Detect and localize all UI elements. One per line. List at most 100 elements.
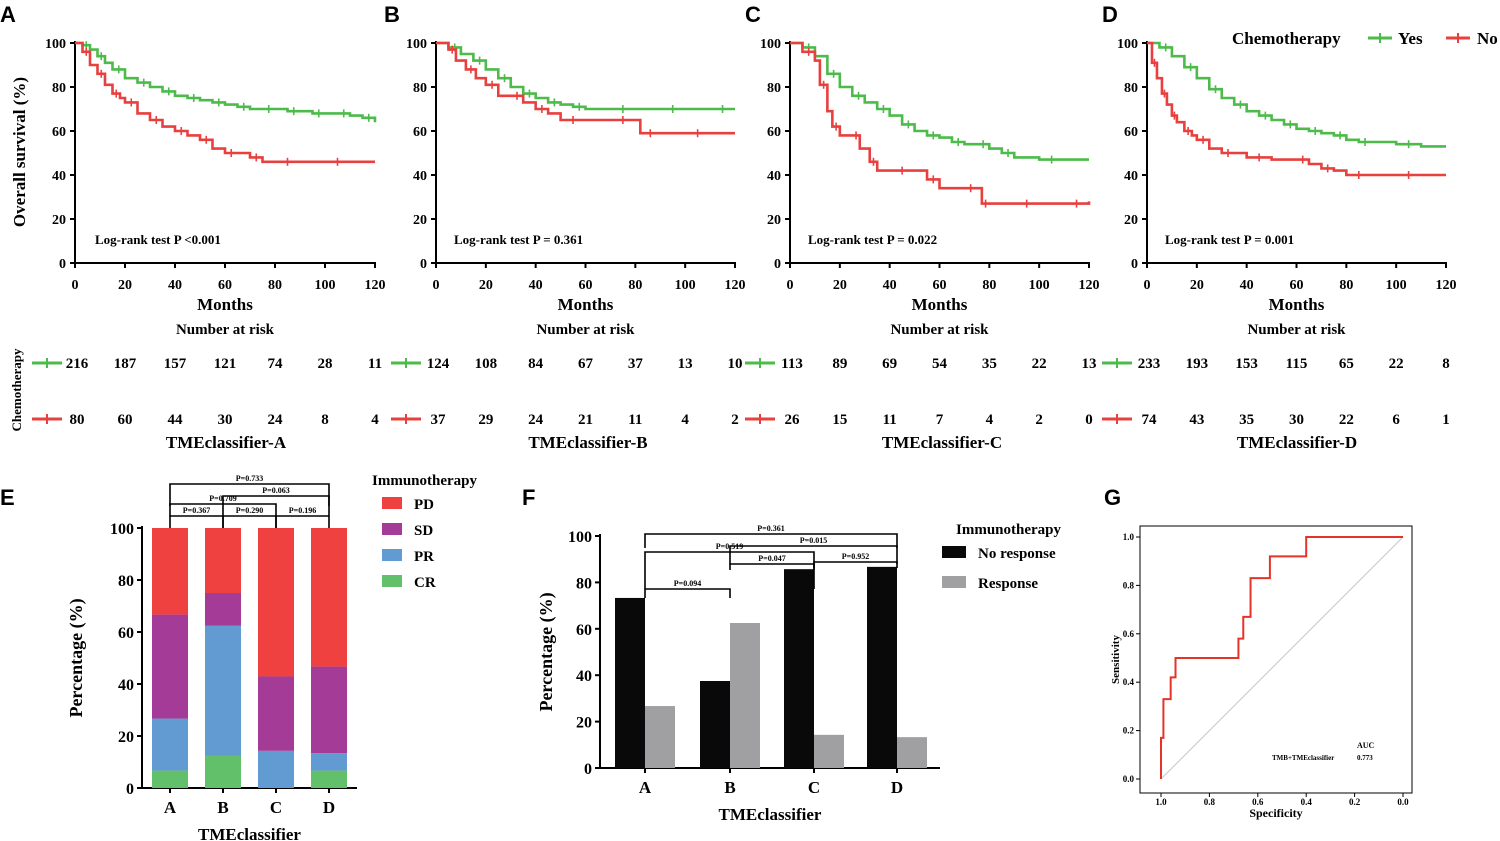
legend-swatch-sd — [382, 523, 402, 535]
risk-count-no-d: 35 — [1239, 412, 1254, 428]
risk-count-yes-b: 67 — [578, 356, 594, 372]
bar-cr-b — [205, 755, 241, 788]
comparison-p-e: P=0.290 — [236, 506, 263, 515]
y-tick-label-f: 20 — [576, 715, 592, 732]
risk-count-no-c: 15 — [832, 412, 847, 428]
risk-count-yes-b: 13 — [678, 356, 693, 372]
bar-no-response-d — [867, 566, 897, 768]
risk-count-yes-b: 124 — [427, 356, 450, 372]
risk-count-yes-d: 22 — [1389, 356, 1404, 372]
x-axis-label-e: TMEclassifier — [198, 825, 301, 841]
risk-count-no-c: 4 — [986, 412, 994, 428]
roc-x-tick-label: 1.0 — [1155, 797, 1167, 807]
roc-y-tick-label: 0.8 — [1123, 580, 1135, 590]
y-tick-label-e: 100 — [110, 521, 134, 538]
y-tick-label-f: 60 — [576, 622, 592, 639]
km-panel-b: B Log-rank test P = 0.361 TMEclassifier-… — [384, 2, 746, 452]
risk-count-no-b: 11 — [628, 412, 642, 428]
y-tick-label-a: 20 — [52, 213, 66, 228]
y-tick-label-e: 40 — [118, 677, 134, 694]
x-axis-label-c: Months — [912, 295, 968, 314]
risk-count-no-b: 2 — [731, 412, 739, 428]
survival-curve-yes-d — [1147, 41, 1446, 148]
x-tick-label-c: 0 — [787, 278, 794, 293]
km-panel-a: A Log-rank test P <0.001 TMEclassifier-A… — [0, 2, 386, 452]
risk-count-no-c: 7 — [936, 412, 944, 428]
risk-count-yes-d: 115 — [1286, 356, 1308, 372]
x-tick-label-c: 60 — [933, 278, 947, 293]
roc-frame — [1139, 525, 1413, 794]
bar-cr-d — [311, 770, 347, 788]
risk-count-yes-c: 113 — [781, 356, 803, 372]
x-tick-label-e: B — [217, 798, 228, 817]
roc-y-tick-label: 0.6 — [1123, 629, 1135, 639]
y-tick-label-b: 100 — [406, 37, 427, 52]
x-tick-label-d: 100 — [1386, 278, 1407, 293]
comparison-p-e: P=0.733 — [236, 474, 263, 483]
risk-count-yes-d: 193 — [1186, 356, 1209, 372]
bar-pd-c — [258, 528, 294, 677]
risk-count-yes-c: 54 — [932, 356, 948, 372]
x-tick-label-b: 40 — [529, 278, 543, 293]
x-tick-label-a: 100 — [315, 278, 336, 293]
legend-label-pd: PD — [414, 497, 434, 513]
x-tick-label-b: 80 — [628, 278, 642, 293]
risk-count-yes-b: 10 — [728, 356, 743, 372]
bar-cr-a — [152, 770, 188, 788]
group-title-d: TMEclassifier-D — [1237, 433, 1357, 452]
logrank-label-c: Log-rank test P = 0.022 — [808, 232, 937, 247]
y-tick-label-c: 40 — [767, 169, 781, 184]
y-tick-label-a: 0 — [59, 257, 66, 272]
legend-label-cr: CR — [414, 575, 436, 591]
comparison-bracket-f — [729, 563, 815, 570]
survival-curve-no-d — [1147, 41, 1446, 177]
panel-letter-g: G — [1104, 485, 1121, 510]
legend-label-sd: SD — [414, 523, 433, 539]
logrank-label-b: Log-rank test P = 0.361 — [454, 232, 583, 247]
bar-pr-b — [205, 625, 241, 756]
bar-no-response-b — [700, 681, 730, 768]
legend-title-f: Immunotherapy — [956, 522, 1062, 538]
y-tick-label-f: 80 — [576, 575, 592, 592]
y-tick-label-b: 20 — [413, 213, 427, 228]
x-tick-label-b: 20 — [479, 278, 493, 293]
roc-diagonal — [1160, 536, 1404, 780]
risk-count-no-a: 30 — [218, 412, 233, 428]
panel-letter-e: E — [0, 485, 15, 510]
x-tick-label-c: 80 — [982, 278, 996, 293]
panel-letter-d: D — [1102, 2, 1118, 27]
risk-count-no-c: 11 — [883, 412, 897, 428]
risk-count-no-d: 74 — [1142, 412, 1158, 428]
legend-label-no-response: No response — [978, 546, 1056, 562]
bar-response-a — [645, 706, 675, 768]
legend-swatch-cr — [382, 575, 402, 587]
risk-count-no-b: 29 — [478, 412, 493, 428]
bar-sd-b — [205, 593, 241, 626]
risk-count-yes-a: 11 — [368, 356, 382, 372]
y-tick-label-e: 60 — [118, 625, 134, 642]
roc-y-tick-label: 0.0 — [1123, 774, 1135, 784]
logrank-label-d: Log-rank test P = 0.001 — [1165, 232, 1294, 247]
bar-no-response-a — [615, 597, 645, 768]
comparison-bracket-e — [275, 515, 330, 528]
comparison-bracket-f — [729, 545, 898, 564]
x-tick-label-f: C — [808, 778, 820, 797]
risk-count-yes-a: 121 — [214, 356, 237, 372]
roc-x-tick-label: 0.4 — [1301, 797, 1313, 807]
x-tick-label-b: 100 — [675, 278, 696, 293]
y-tick-label-d: 100 — [1117, 37, 1138, 52]
y-tick-label-c: 80 — [767, 81, 781, 96]
risk-count-no-d: 6 — [1392, 412, 1400, 428]
legend-yes-label: Yes — [1398, 29, 1423, 48]
risk-count-no-b: 4 — [681, 412, 689, 428]
x-tick-label-a: 60 — [218, 278, 232, 293]
bar-sd-d — [311, 666, 347, 754]
y-tick-label-a: 60 — [52, 125, 66, 140]
bar-pr-c — [258, 750, 294, 788]
roc-auc-header: AUC — [1357, 741, 1375, 750]
x-axis-label-b: Months — [558, 295, 614, 314]
risk-count-no-d: 1 — [1442, 412, 1450, 428]
panel-f: F 0 20 40 60 80 100 Percentage (%) A B C D TMEclass… — [522, 485, 1062, 824]
bar-pd-a — [152, 528, 188, 615]
